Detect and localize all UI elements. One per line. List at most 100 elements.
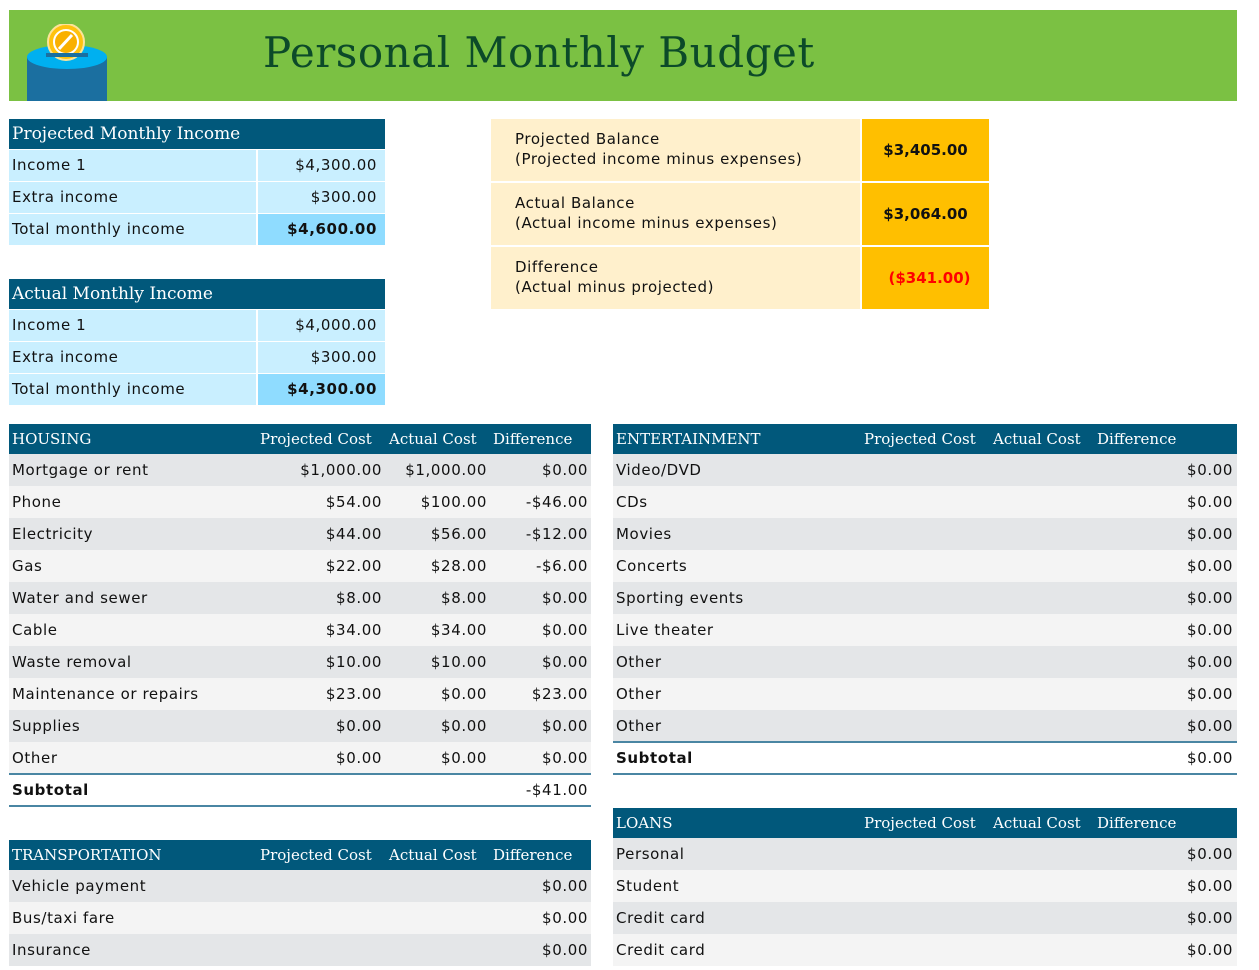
row-label: Other: [616, 653, 662, 671]
actual-cost[interactable]: $1,000.00: [405, 461, 487, 479]
column-header[interactable]: Actual Cost: [993, 430, 1081, 448]
projected-cost[interactable]: $0.00: [336, 717, 382, 735]
difference[interactable]: -$41.00: [525, 781, 588, 799]
row-label: Other: [616, 685, 662, 703]
difference[interactable]: $0.00: [542, 621, 588, 639]
projected-cost[interactable]: $23.00: [325, 685, 382, 703]
projected-cost[interactable]: $0.00: [336, 749, 382, 767]
column-header[interactable]: Projected Cost: [864, 430, 976, 448]
row-label: Other: [12, 749, 58, 767]
actual-cost[interactable]: $0.00: [441, 685, 487, 703]
income-value[interactable]: $4,000.00: [258, 310, 385, 341]
projected-cost[interactable]: $54.00: [325, 493, 382, 511]
difference[interactable]: $23.00: [531, 685, 588, 703]
column-header[interactable]: Difference: [1097, 430, 1177, 448]
actual-cost[interactable]: $0.00: [441, 749, 487, 767]
income-value[interactable]: $300.00: [258, 342, 385, 373]
projected-cost[interactable]: $1,000.00: [300, 461, 382, 479]
column-header[interactable]: Actual Cost: [389, 846, 477, 864]
difference[interactable]: $0.00: [1187, 685, 1233, 703]
difference[interactable]: $0.00: [542, 877, 588, 895]
difference[interactable]: $0.00: [1187, 653, 1233, 671]
difference[interactable]: $0.00: [542, 461, 588, 479]
loans-header-bar: LOANS Projected Cost Actual Cost Difference: [613, 808, 1237, 838]
row-label: Electricity: [12, 525, 94, 543]
actual-income-header: Actual Monthly Income: [9, 279, 385, 309]
table-row: Cable $34.00 $34.00 $0.00: [9, 614, 591, 646]
subtotal-top-rule: [613, 741, 1237, 743]
page-title: Personal Monthly Budget: [263, 28, 815, 77]
row-label: Video/DVD: [616, 461, 702, 479]
difference[interactable]: $0.00: [542, 941, 588, 959]
income-label: Total monthly income: [9, 374, 256, 405]
difference[interactable]: $0.00: [542, 717, 588, 735]
difference[interactable]: $0.00: [1187, 621, 1233, 639]
actual-cost[interactable]: $8.00: [441, 589, 487, 607]
row-label: Phone: [12, 493, 62, 511]
actual-cost[interactable]: $28.00: [430, 557, 487, 575]
column-header[interactable]: Actual Cost: [993, 814, 1081, 832]
table-row: Other $0.00: [613, 710, 1237, 742]
balance-label-cell: Projected Balance (Projected income minus…: [491, 119, 860, 181]
difference[interactable]: $0.00: [542, 749, 588, 767]
column-header[interactable]: Projected Cost: [864, 814, 976, 832]
difference[interactable]: $0.00: [1187, 589, 1233, 607]
projected-cost[interactable]: $44.00: [325, 525, 382, 543]
difference[interactable]: $0.00: [1187, 557, 1233, 575]
row-label: Movies: [616, 525, 672, 543]
row-label: CDs: [616, 493, 648, 511]
income-label: Total monthly income: [9, 214, 256, 245]
difference[interactable]: $0.00: [1187, 717, 1233, 735]
projected-cost[interactable]: $22.00: [325, 557, 382, 575]
row-label: Insurance: [12, 941, 91, 959]
difference[interactable]: -$46.00: [525, 493, 588, 511]
projected-cost[interactable]: $34.00: [325, 621, 382, 639]
income-value[interactable]: $4,300.00: [258, 150, 385, 181]
row-label: Live theater: [616, 621, 714, 639]
housing-header-bar: HOUSING Projected Cost Actual Cost Differen…: [9, 424, 591, 454]
difference[interactable]: $0.00: [542, 909, 588, 927]
difference[interactable]: $0.00: [1187, 525, 1233, 543]
column-header[interactable]: Difference: [493, 430, 573, 448]
balance-sublabel: (Projected income minus expenses): [515, 150, 803, 168]
actual-cost[interactable]: $56.00: [430, 525, 487, 543]
row-label: Credit card: [616, 909, 706, 927]
difference[interactable]: $0.00: [1187, 877, 1233, 895]
income-label: Extra income: [9, 342, 256, 373]
table-row: Phone $54.00 $100.00 -$46.00: [9, 486, 591, 518]
difference[interactable]: $0.00: [1187, 845, 1233, 863]
income-value[interactable]: $4,600.00: [258, 214, 385, 245]
column-header[interactable]: Projected Cost: [260, 430, 372, 448]
column-header[interactable]: Actual Cost: [389, 430, 477, 448]
income-value[interactable]: $4,300.00: [258, 374, 385, 405]
row-label: Supplies: [12, 717, 81, 735]
difference[interactable]: $0.00: [1187, 749, 1233, 767]
actual-cost[interactable]: $100.00: [420, 493, 487, 511]
difference[interactable]: $0.00: [1187, 941, 1233, 959]
difference[interactable]: $0.00: [1187, 493, 1233, 511]
difference[interactable]: $0.00: [542, 653, 588, 671]
difference[interactable]: -$12.00: [525, 525, 588, 543]
entertainment-title: ENTERTAINMENT: [616, 430, 761, 448]
table-row: Concerts $0.00: [613, 550, 1237, 582]
subtotal-label: Subtotal: [616, 749, 693, 767]
income-row: Total monthly income $4,300.00: [9, 374, 385, 405]
subtotal-top-rule: [9, 773, 591, 775]
table-row: Electricity $44.00 $56.00 -$12.00: [9, 518, 591, 550]
income-label: Income 1: [9, 310, 256, 341]
difference[interactable]: $0.00: [542, 589, 588, 607]
difference[interactable]: $0.00: [1187, 461, 1233, 479]
actual-cost[interactable]: $34.00: [430, 621, 487, 639]
income-value[interactable]: $300.00: [258, 182, 385, 213]
projected-cost[interactable]: $8.00: [336, 589, 382, 607]
column-header[interactable]: Difference: [1097, 814, 1177, 832]
actual-cost[interactable]: $10.00: [430, 653, 487, 671]
projected-cost[interactable]: $10.00: [325, 653, 382, 671]
column-header[interactable]: Difference: [493, 846, 573, 864]
difference[interactable]: -$6.00: [536, 557, 588, 575]
difference[interactable]: $0.00: [1187, 909, 1233, 927]
actual-cost[interactable]: $0.00: [441, 717, 487, 735]
column-header[interactable]: Projected Cost: [260, 846, 372, 864]
housing-title: HOUSING: [12, 430, 92, 448]
income-label: Income 1: [9, 150, 256, 181]
